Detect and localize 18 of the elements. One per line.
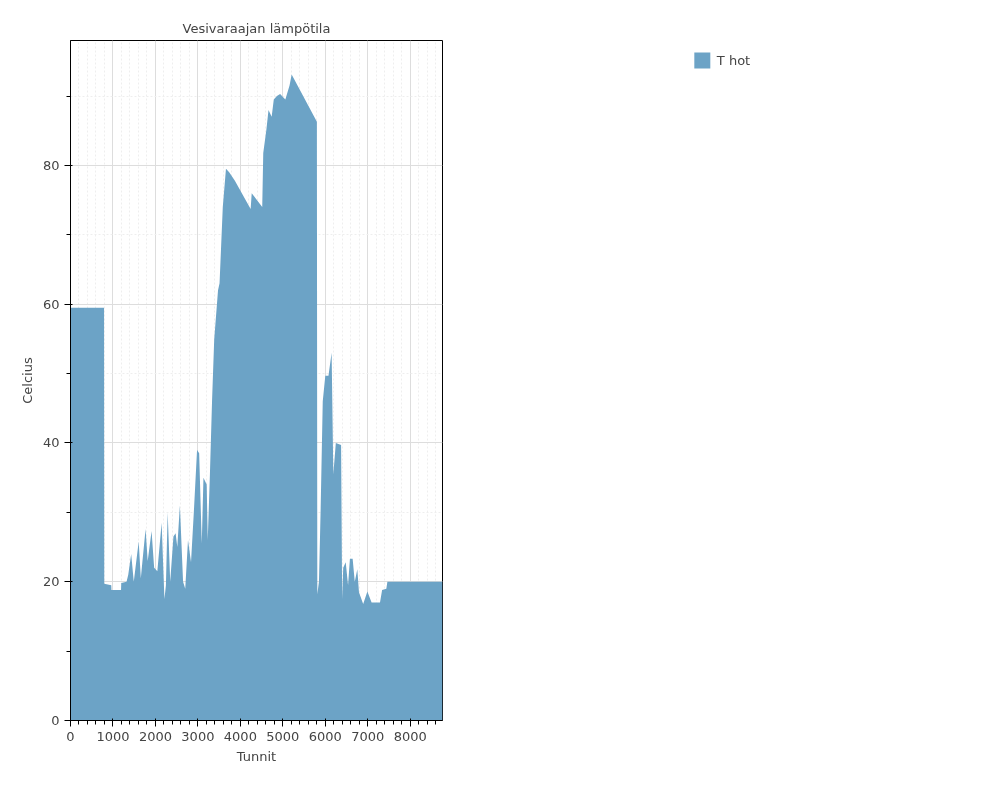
legend-label: T hot: [716, 52, 751, 68]
x-tick-label: 7000: [351, 728, 385, 744]
x-tick-label: 4000: [223, 728, 257, 744]
x-tick-label: 5000: [266, 728, 300, 744]
x-tick-label: 3000: [181, 728, 215, 744]
y-tick-label: 40: [42, 435, 60, 451]
y-axis-title: Celcius: [19, 357, 35, 404]
x-tick-label: 0: [66, 728, 75, 744]
x-axis-title: Tunnit: [235, 748, 277, 764]
x-tick-label: 8000: [393, 728, 427, 744]
x-tick-label: 6000: [308, 728, 342, 744]
y-tick-label: 60: [42, 296, 60, 312]
y-tick-label: 0: [51, 713, 60, 728]
x-tick-label: 2000: [138, 728, 172, 744]
y-tick-label: 80: [42, 157, 60, 173]
chart-title: Vesivaraajan lämpötila: [182, 20, 331, 36]
y-tick-label: 20: [42, 574, 60, 590]
x-tick-label: 1000: [96, 728, 130, 744]
